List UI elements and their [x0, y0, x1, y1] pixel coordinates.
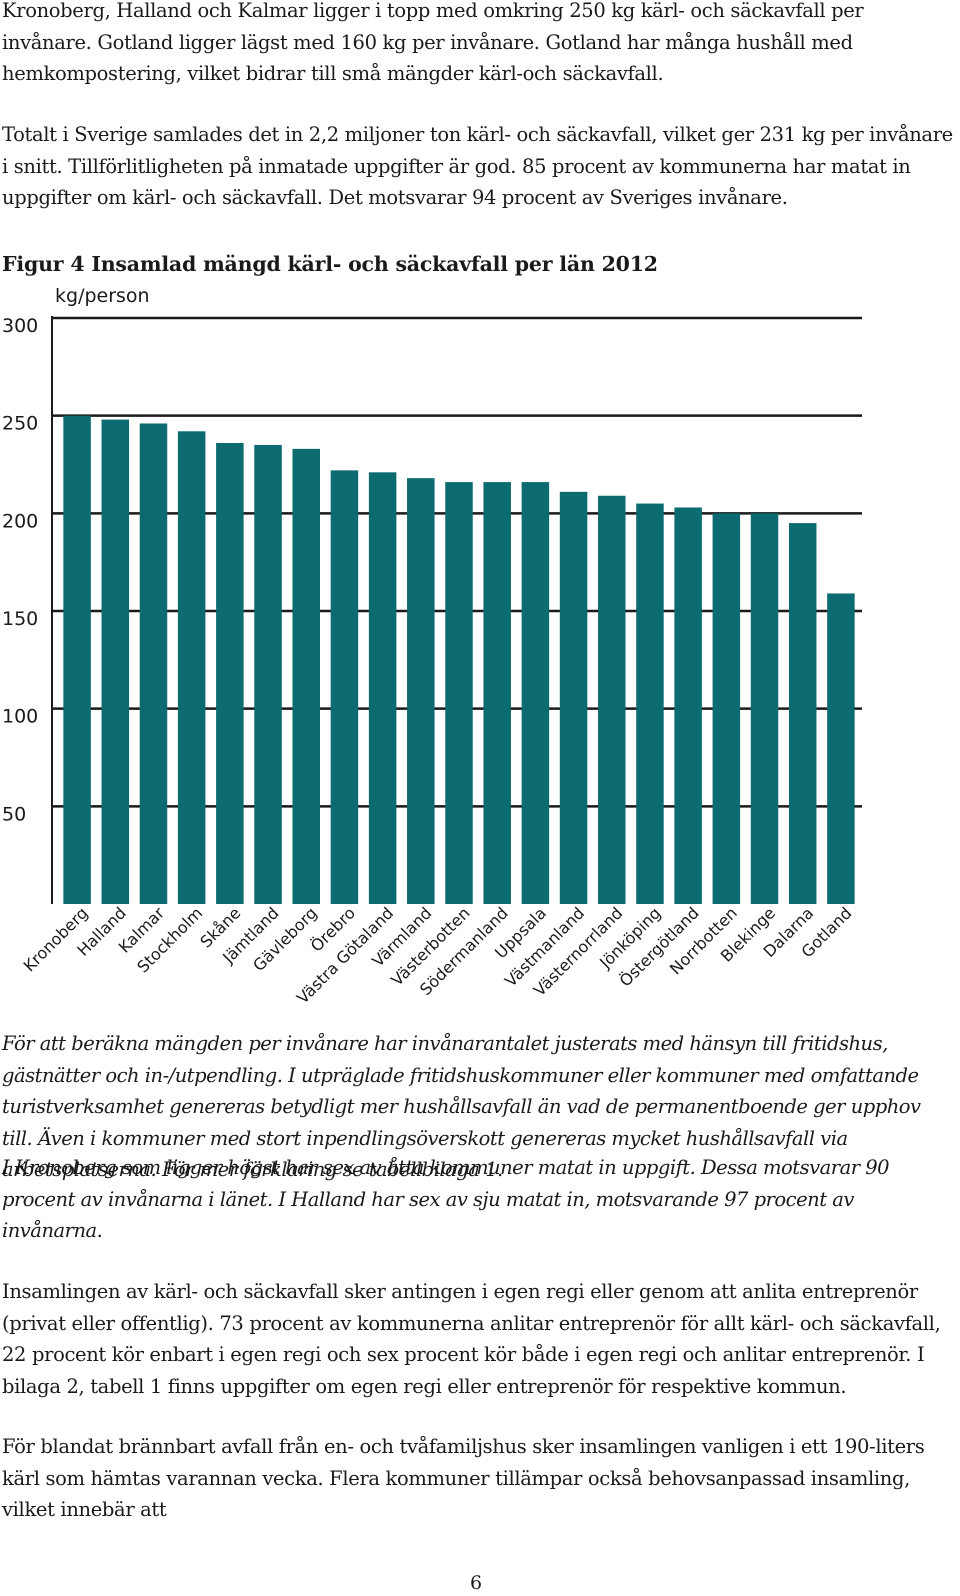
bar-17: [712, 513, 741, 904]
y-tick-label-300: 300: [2, 315, 38, 337]
paragraph-mixed-waste: För blandat brännbart avfall från en- oc…: [2, 1435, 925, 1521]
y-axis-label: kg/person: [55, 285, 150, 307]
bar-4: [216, 443, 244, 904]
bar-9: [407, 478, 435, 904]
bar-0: [63, 415, 91, 904]
y-tick-label-100: 100: [2, 706, 38, 728]
bar-5: [254, 444, 282, 904]
y-tick-label-200: 200: [2, 510, 38, 532]
bar-16: [674, 507, 702, 904]
bar-11: [483, 482, 511, 904]
y-tick-label-250: 250: [2, 413, 38, 435]
y-tick-label-50: 50: [2, 803, 26, 825]
bar-12: [521, 482, 550, 904]
bar-15: [636, 503, 664, 904]
bar-20: [827, 593, 855, 904]
paragraph-kronoberg-note: I Kronoberg som ligger högst har sex av …: [2, 1156, 890, 1242]
y-tick-label-150: 150: [2, 608, 38, 630]
page-number: 6: [469, 1572, 483, 1594]
bar-6: [292, 448, 320, 904]
paragraph-collection-method: Insamlingen av kärl- och säckavfall sker…: [2, 1280, 941, 1398]
bar-7: [330, 470, 359, 904]
bar-1: [101, 419, 130, 904]
bar-10: [445, 482, 473, 904]
bar-14: [598, 495, 626, 904]
bar-8: [368, 472, 397, 904]
paragraph-sweden-total: Totalt i Sverige samlades det in 2,2 mil…: [2, 123, 953, 209]
bar-19: [788, 523, 817, 904]
bar-13: [559, 491, 588, 904]
paragraph-top-counties: Kronoberg, Halland och Kalmar ligger i t…: [2, 0, 864, 85]
bar-2: [139, 423, 168, 904]
bar-18: [750, 513, 779, 904]
bar-3: [177, 431, 206, 904]
paragraph-calculation-note: För att beräkna mängden per invånare har…: [2, 1032, 921, 1181]
bar-chart: 50100150200250300kg/personKronobergHalla…: [2, 285, 862, 1005]
figure-title: Figur 4 Insamlad mängd kärl- och säckavf…: [2, 252, 658, 276]
